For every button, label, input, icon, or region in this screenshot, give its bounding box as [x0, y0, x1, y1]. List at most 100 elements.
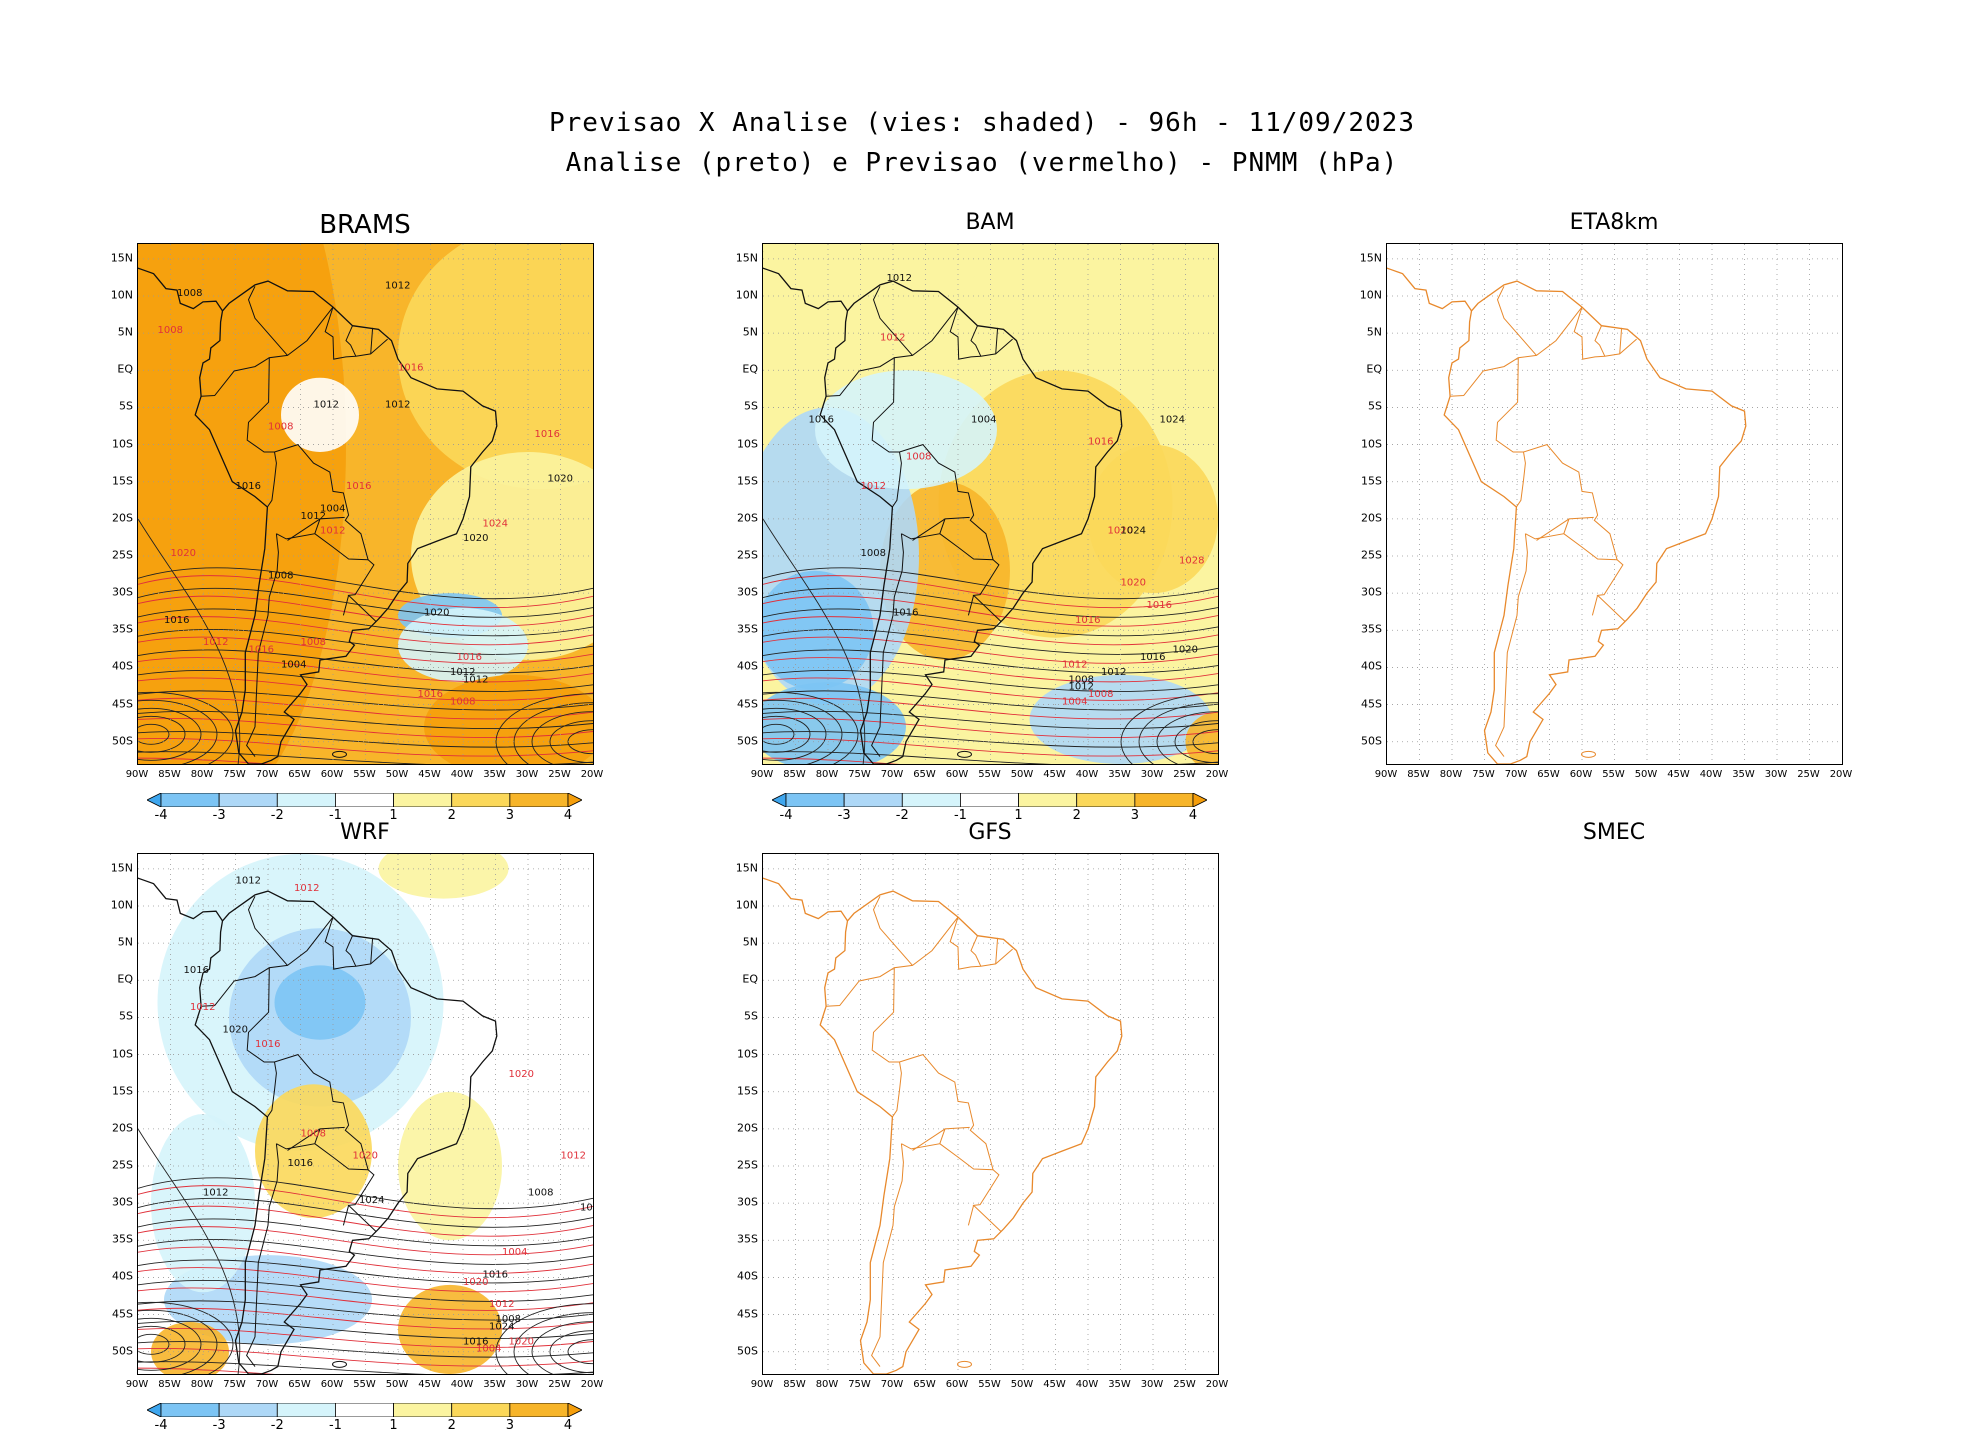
isobar-label: 1012: [236, 876, 261, 887]
graticule: [138, 244, 593, 764]
country-border: [939, 1143, 994, 1171]
country-border: [287, 518, 321, 541]
longitude-label: 65W: [913, 1379, 936, 1390]
longitude-label: 35W: [483, 1379, 506, 1390]
falkland-islands: [332, 750, 347, 758]
bias-shade-region: [424, 674, 593, 764]
longitude-label: 85W: [783, 769, 806, 780]
latitude-label: 10S: [737, 437, 758, 451]
latitude-label: 5N: [117, 325, 133, 339]
colorbar-swatch: [147, 1403, 162, 1417]
analysis-isobar: [1174, 720, 1218, 764]
isobar-label: 1012: [385, 399, 410, 410]
isobar-label: 1012: [385, 281, 410, 292]
country-border: [324, 306, 388, 360]
isobar-label: 1012: [1101, 667, 1126, 678]
analysis-isobar: [531, 1321, 593, 1374]
isobar-label: 1008: [268, 570, 293, 581]
longitude-label: 45W: [1043, 1379, 1066, 1390]
panel-title-brams: BRAMS: [319, 210, 411, 240]
analysis-isobar: [549, 720, 593, 764]
colorbar-swatch: [276, 1403, 336, 1417]
longitude-label: 90W: [750, 1379, 774, 1390]
colorbar-tick-label: -3: [212, 808, 226, 823]
latitude-label: 15S: [112, 1084, 133, 1098]
isobar-label: 1008: [1088, 689, 1113, 700]
isobar-label: 1012: [203, 1188, 228, 1199]
isobar-label: 1008: [1069, 674, 1094, 685]
analysis-isobar: [763, 707, 827, 761]
country-border: [1536, 518, 1570, 541]
colorbar-swatch: [1134, 793, 1194, 807]
latitude-label: 25S: [1361, 548, 1382, 562]
country-border: [901, 516, 970, 540]
colorbar-tick-label: 3: [1130, 808, 1139, 823]
colorbar-swatch: [335, 793, 394, 807]
isobar-label: 1004: [476, 1344, 501, 1355]
isobar-label: 1016: [1075, 615, 1100, 626]
longitude-label: 70W: [1504, 769, 1528, 780]
longitude-label: 70W: [880, 769, 904, 780]
forecast-isobar: [763, 657, 1218, 683]
longitude-label: 70W: [880, 1379, 904, 1390]
longitude-label: 60W: [320, 769, 344, 780]
colorbar-swatch: [901, 793, 961, 807]
latitude-label: 25S: [112, 548, 133, 562]
isobar-label: 1004: [281, 659, 306, 670]
longitude-label: 80W: [815, 769, 839, 780]
colorbar-wrf: [147, 1403, 582, 1417]
country-border: [1594, 325, 1606, 357]
longitude-label: 75W: [848, 1379, 871, 1390]
longitude-label: 30W: [515, 769, 539, 780]
map-panel-wrf: 1012 1012 1016 1012 1020 1016 1012 1008 1016 1020…: [137, 853, 594, 1375]
colorbar-swatch: [276, 793, 336, 807]
analysis-isobar: [763, 710, 1218, 730]
colorbar-swatch: [509, 1403, 569, 1417]
analysis-isobar: [138, 1309, 218, 1374]
country-border: [1515, 451, 1526, 508]
colorbar-tick-label: -4: [154, 808, 168, 823]
longitude-label: 25W: [1173, 769, 1196, 780]
latitude-label: 25S: [737, 1158, 758, 1172]
graticule: [763, 244, 1218, 764]
colorbar-swatch: [843, 793, 903, 807]
latitude-label: 25S: [737, 548, 758, 562]
colorbar-swatch: [1192, 793, 1207, 807]
longitude-label: 45W: [1043, 769, 1066, 780]
forecast-isobar: [138, 657, 593, 683]
analysis-isobar: [138, 518, 241, 764]
longitude-label: 80W: [190, 1379, 214, 1390]
country-border: [967, 1205, 975, 1226]
analysis-isobar: [138, 1280, 593, 1302]
longitude-label: 20W: [1205, 1379, 1229, 1390]
forecast-isobar: [138, 738, 593, 757]
analysis-isobar: [763, 518, 866, 764]
longitude-label: 20W: [1205, 769, 1229, 780]
panel-title-gfs: GFS: [968, 820, 1012, 845]
map-canvas-bam: 1012101210161008100810121016102010241028…: [763, 244, 1218, 764]
latitude-label: 10S: [737, 1047, 758, 1061]
latitude-label: 40S: [737, 1269, 758, 1283]
latitude-label: 15N: [110, 251, 133, 265]
country-border: [314, 533, 369, 561]
analysis-isobar: [138, 1259, 593, 1284]
analysis-isobar: [138, 1333, 170, 1355]
colorbar-swatch: [509, 793, 569, 807]
longitude-label: 85W: [1407, 769, 1430, 780]
analysis-isobar: [763, 691, 859, 764]
latitude-label: 5S: [119, 1009, 133, 1023]
longitude-label: 70W: [255, 1379, 279, 1390]
longitude-label: 25W: [1173, 1379, 1196, 1390]
isobar-label: 1012: [301, 511, 326, 522]
bias-shade-region: [255, 1084, 372, 1218]
analysis-isobar: [138, 567, 593, 600]
isobar-label: 1008: [301, 1128, 326, 1139]
isobar-label: 1016: [580, 1203, 593, 1214]
colorbar-swatch: [785, 793, 845, 807]
country-border: [891, 1061, 902, 1118]
longitude-label: 85W: [158, 769, 181, 780]
coastline-south-america: [194, 280, 498, 764]
analysis-isobar: [1120, 693, 1218, 764]
isobar-label: 1004: [502, 1247, 527, 1258]
colorbar-tick-label: 2: [1072, 808, 1081, 823]
